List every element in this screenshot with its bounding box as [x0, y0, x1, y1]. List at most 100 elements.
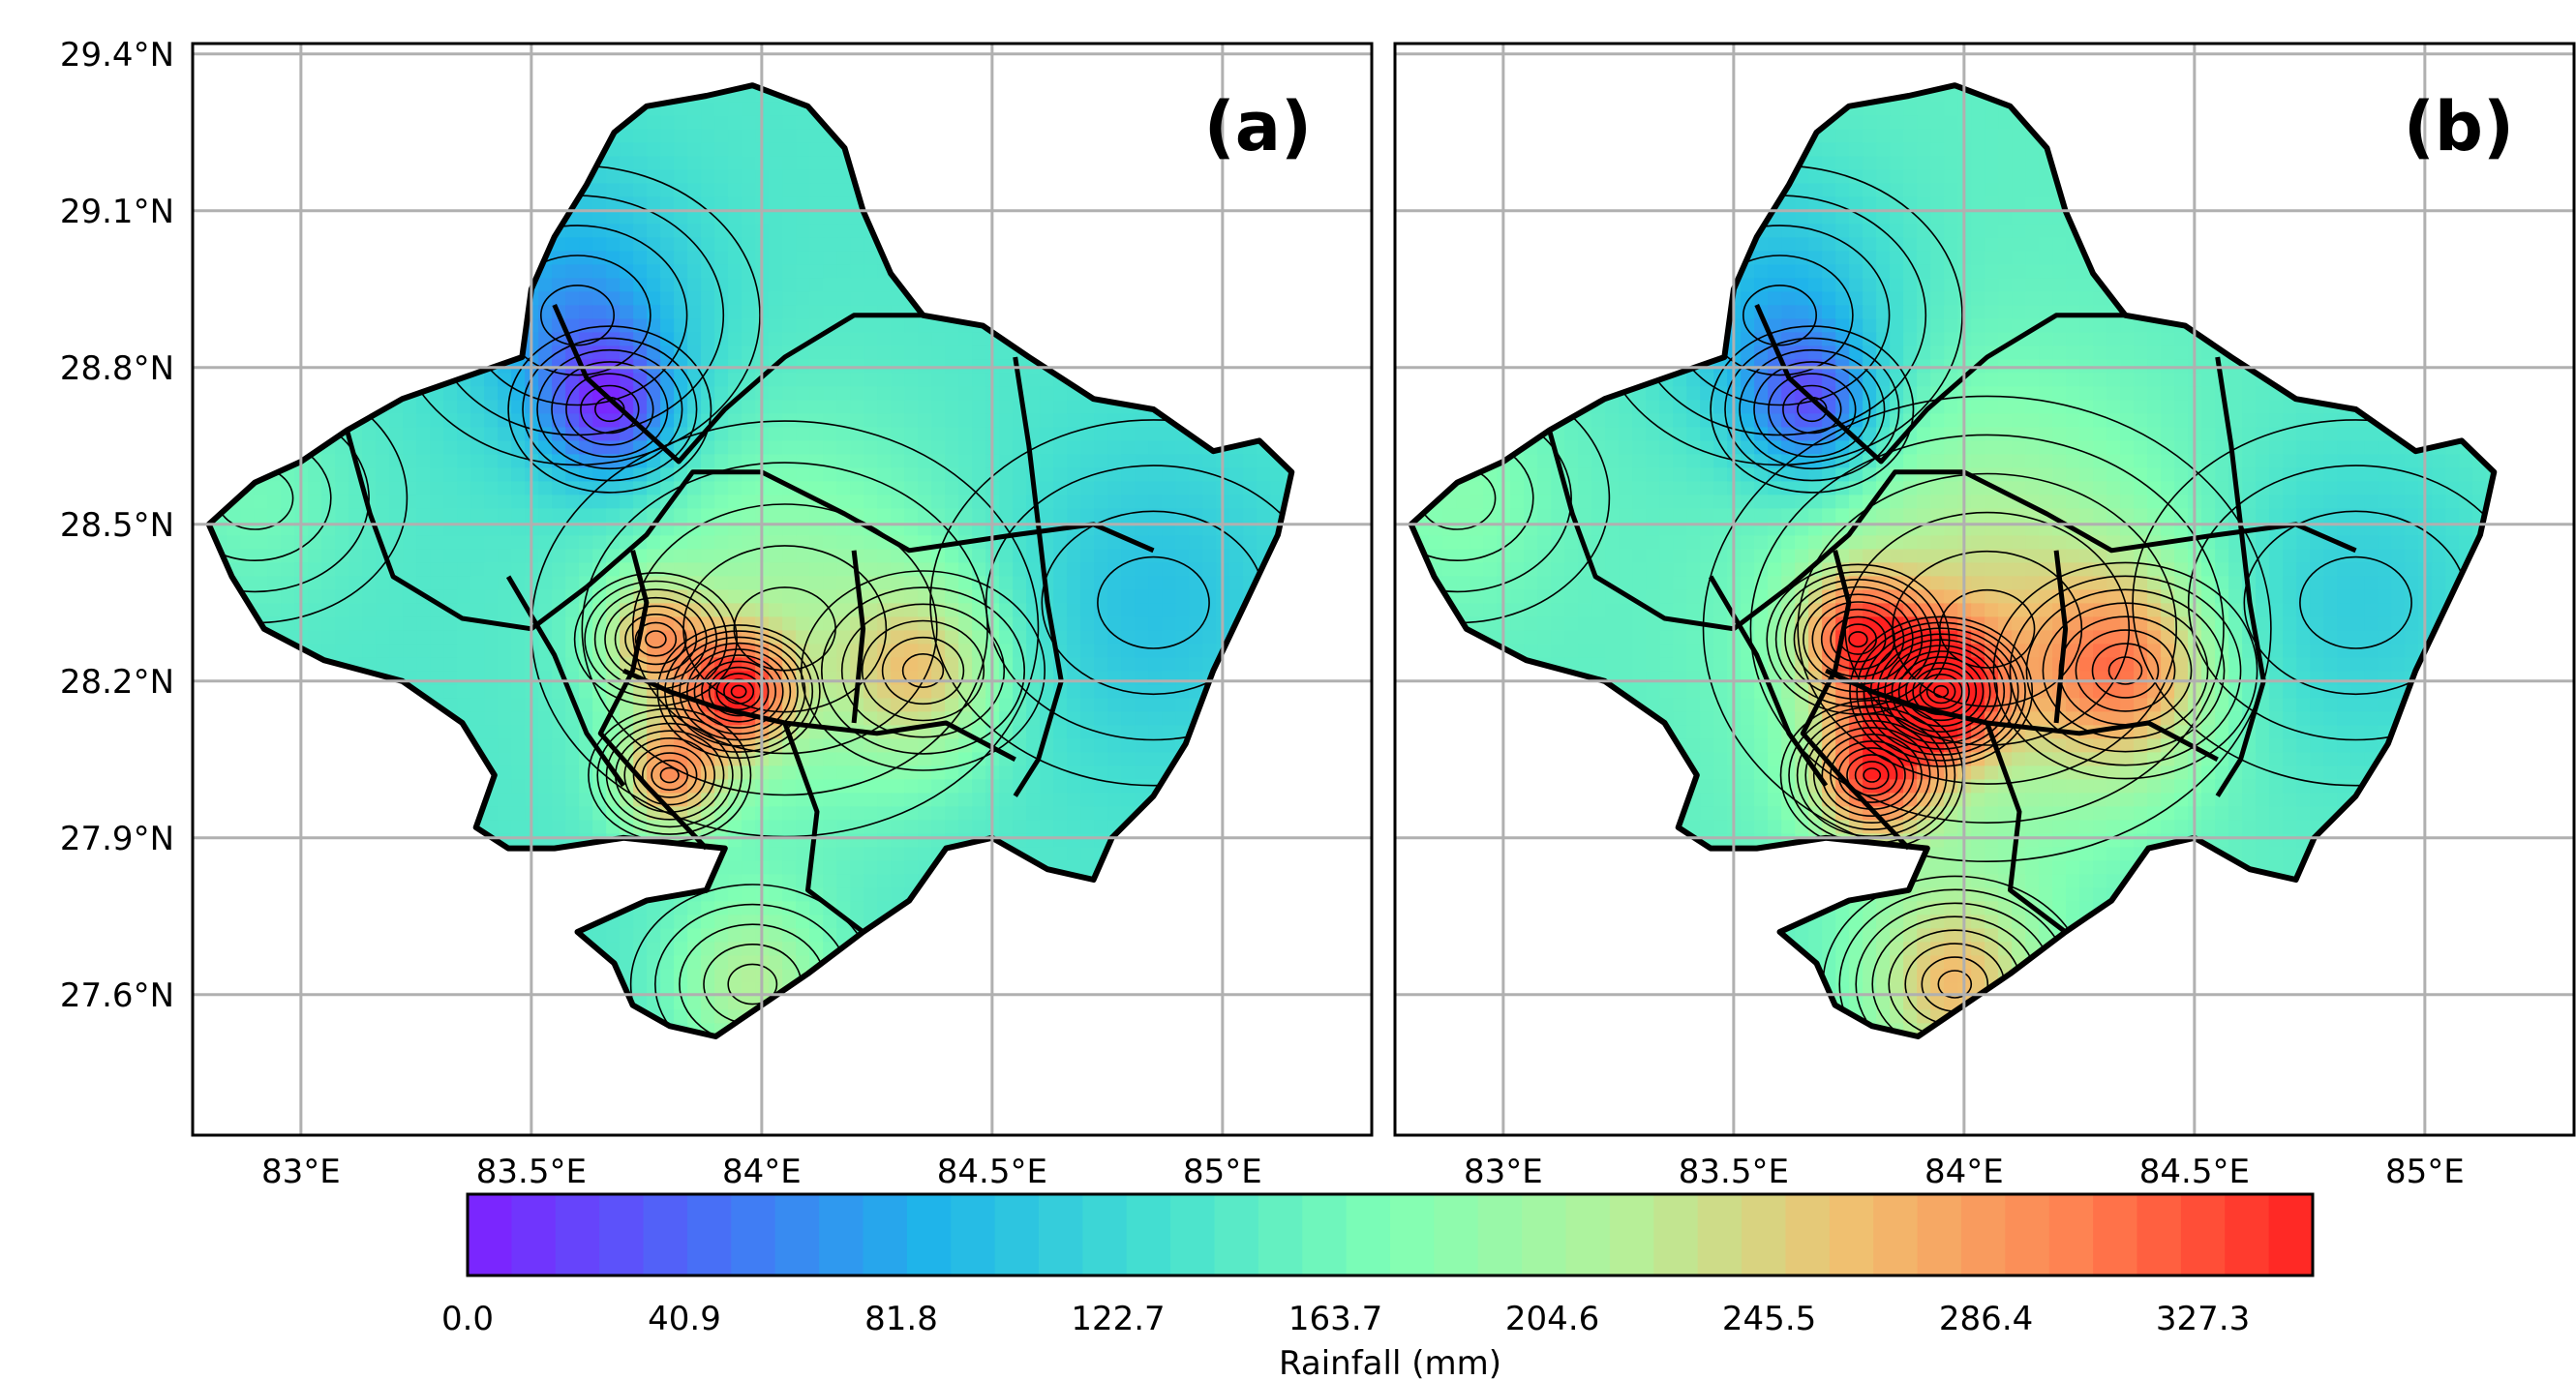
colorbar-swatch	[2093, 1194, 2138, 1275]
colorbar-swatch	[643, 1194, 688, 1275]
x-tick-label: 83.5°E	[476, 1153, 587, 1191]
panel-frame-a	[191, 42, 1374, 1137]
colorbar-swatch	[1697, 1194, 1743, 1275]
y-tick-label: 28.2°N	[60, 663, 174, 702]
x-tick-label: 83.5°E	[1679, 1153, 1789, 1191]
contour-line	[1846, 754, 1898, 796]
colorbar-swatch	[599, 1194, 645, 1275]
colorbar-swatch	[906, 1194, 952, 1275]
colorbar-swatch	[1346, 1194, 1391, 1275]
map-panel-a: (a) 29.4°N 29.1°N 28.8°N 28.5°N 28.2°N 27.9°N…	[60, 36, 1374, 1191]
contour-line	[580, 384, 640, 435]
colorbar-swatch	[863, 1194, 908, 1275]
colorbar-swatch	[1170, 1194, 1216, 1275]
contour-line	[693, 654, 784, 729]
y-tick-label: 28.8°N	[60, 349, 174, 388]
district-boundary	[1754, 303, 2126, 465]
contour-line	[507, 325, 712, 494]
district-boundary	[2215, 356, 2266, 797]
colorbar-swatch	[468, 1194, 513, 1275]
x-tick-label: 84°E	[1924, 1153, 2004, 1191]
contour-line	[701, 660, 776, 723]
colorbar-swatch	[951, 1194, 996, 1275]
x-tick-label: 85°E	[1183, 1153, 1262, 1191]
colorbar-swatch	[1434, 1194, 1479, 1275]
colorbar-swatch	[1565, 1194, 1611, 1275]
colorbar-swatch	[1082, 1194, 1128, 1275]
colorbar-tick-label: 0.0	[441, 1300, 494, 1338]
contour-line	[2075, 629, 2176, 712]
contour-line	[1830, 615, 1887, 663]
contour-line	[539, 285, 615, 346]
contour-line	[929, 419, 1292, 787]
contour-line	[820, 586, 1025, 755]
contour-line	[1938, 588, 2036, 669]
district-boundary	[345, 429, 589, 632]
colorbar-swatch	[1522, 1194, 1567, 1275]
contour-line	[522, 337, 698, 482]
contour-line	[1774, 571, 1941, 707]
district-boundary	[1787, 469, 2357, 589]
colorbar-swatch	[1214, 1194, 1259, 1275]
contour-line	[733, 586, 836, 672]
contour-line	[840, 603, 1006, 738]
x-tick-label: 85°E	[2385, 1153, 2465, 1191]
colorbar-swatch	[2137, 1194, 2182, 1275]
district-boundary	[1547, 429, 1791, 632]
contour-line	[1739, 348, 1886, 470]
contour-line	[631, 503, 938, 755]
contour-line	[1892, 550, 2083, 707]
contour-line	[727, 963, 778, 1005]
contour-line	[861, 619, 985, 722]
colorbar-swatch	[1126, 1194, 1171, 1275]
panel-frame-b	[1393, 42, 2576, 1137]
region-boundary	[205, 82, 1295, 1039]
region-boundary	[1408, 82, 2498, 1039]
colorbar-tick-label: 204.6	[1505, 1300, 1599, 1338]
colorbar-swatch	[731, 1194, 776, 1275]
contour-line	[1891, 650, 1991, 733]
colorbar-swatch	[1785, 1194, 1831, 1275]
map-panel-b: (b) 83°E 83.5°E 84°E 84.5°E 85°E	[1393, 42, 2576, 1191]
rainfall-field-b	[1408, 82, 2498, 1039]
contour-line	[1749, 434, 2225, 824]
colorbar-swatch	[1917, 1194, 1962, 1275]
contour-line	[1905, 662, 1978, 722]
gridlines-a	[193, 44, 1372, 1135]
contour-line	[565, 373, 654, 446]
contour-line	[1724, 337, 1900, 482]
contour-line	[573, 572, 739, 707]
contour-line	[1863, 767, 1882, 783]
colorbar-tick-label: 286.4	[1939, 1300, 2033, 1338]
contour-line	[624, 613, 687, 666]
colorbar-label: Rainfall (mm)	[1279, 1344, 1501, 1380]
contour-line	[1710, 325, 1915, 494]
contour-line	[605, 722, 734, 828]
colorbar-swatch	[1609, 1194, 1655, 1275]
colorbar-tick-label: 245.5	[1722, 1300, 1816, 1338]
colorbar-frame	[466, 1192, 2315, 1277]
colorbar-swatch	[2048, 1194, 2094, 1275]
colorbar-tick-labels: 0.0 40.9 81.8 122.7 163.7 204.6 245.5 286.4 327.…	[441, 1300, 2250, 1338]
panel-label-b: (b)	[2404, 87, 2514, 166]
contour-line	[682, 545, 888, 713]
contour-line	[2025, 588, 2226, 753]
contour-line	[596, 715, 743, 835]
x-tick-label: 84.5°E	[937, 1153, 1047, 1191]
rainfall-fill-b	[1410, 85, 2495, 1036]
contour-line	[1782, 384, 1842, 435]
y-tick-label: 27.9°N	[60, 820, 174, 858]
contour-line	[985, 465, 1292, 741]
colorbar-swatch	[1960, 1194, 2007, 1275]
contour-line	[614, 605, 698, 674]
district-boundary	[597, 550, 709, 851]
x-tick-label: 84°E	[722, 1153, 802, 1191]
colorbar-swatch	[1742, 1194, 1787, 1275]
colorbar-swatch	[2268, 1194, 2314, 1275]
contour-line	[2299, 555, 2412, 649]
contour-line	[1992, 561, 2258, 780]
colorbar-swatch	[2180, 1194, 2227, 1275]
contour-line	[659, 766, 680, 784]
contour-line	[1854, 761, 1890, 790]
colorbar-tick-label: 122.7	[1071, 1300, 1165, 1338]
